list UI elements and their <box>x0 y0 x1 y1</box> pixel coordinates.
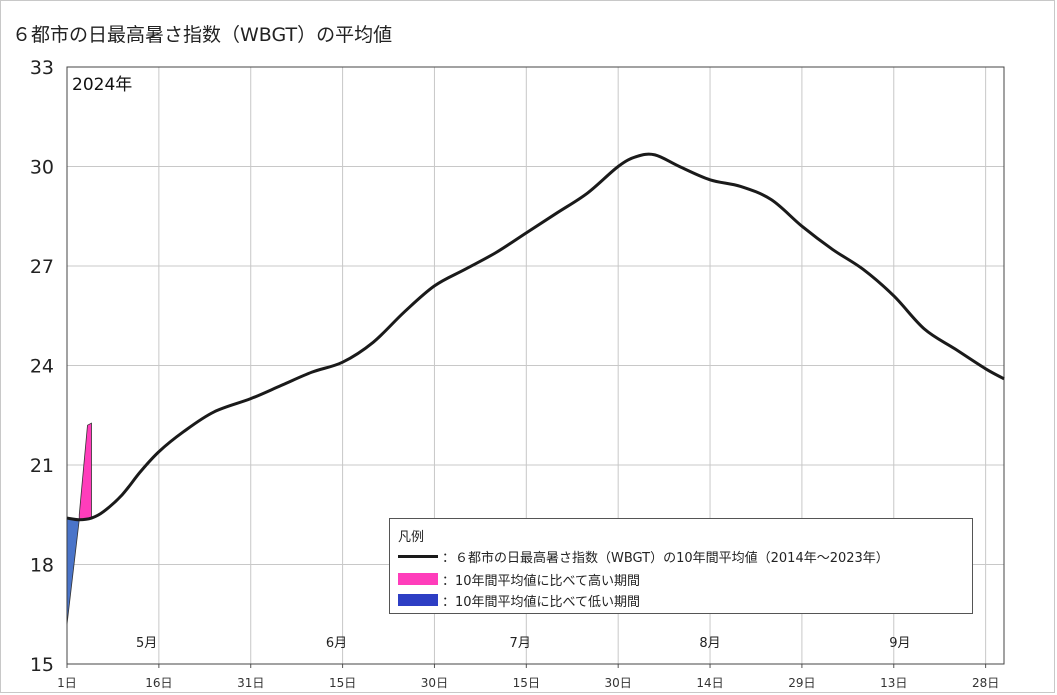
y-tick-label: 18 <box>30 555 54 577</box>
y-tick-label: 24 <box>30 356 54 378</box>
x-tick-label: 13日 <box>880 676 907 690</box>
x-tick-label: 30日 <box>421 676 448 690</box>
anomaly-high-area <box>78 422 92 521</box>
y-tick-label: 21 <box>30 455 54 477</box>
x-tick-label: 15日 <box>513 676 540 690</box>
legend-label-average: ：６都市の日最高暑さ指数（WBGT）の10年間平均値（2014年～2023年） <box>442 550 889 566</box>
month-label: 8月 <box>699 636 720 651</box>
legend-item-higher: ：10年間平均値に比べて高い期間 <box>398 570 641 589</box>
ten-year-average-line <box>66 152 1005 522</box>
legend-swatch-lower <box>398 594 438 606</box>
month-label: 7月 <box>510 636 531 651</box>
anomaly-low-area <box>66 517 80 625</box>
x-tick-label: 28日 <box>972 676 999 690</box>
legend: 凡例 ：６都市の日最高暑さ指数（WBGT）の10年間平均値（2014年～2023… <box>389 518 973 614</box>
x-tick-label: 31日 <box>237 676 264 690</box>
y-tick-label: 15 <box>30 654 54 676</box>
x-tick-label: 30日 <box>605 676 632 690</box>
x-tick-label: 1日 <box>57 676 77 690</box>
y-tick-label: 33 <box>30 57 54 79</box>
chart-title: ６都市の日最高暑さ指数（WBGT）の平均値 <box>12 24 393 46</box>
legend-label-higher: ：10年間平均値に比べて高い期間 <box>442 573 641 589</box>
y-tick-label: 30 <box>30 157 54 179</box>
x-tick-label: 14日 <box>696 676 723 690</box>
x-tick-label: 16日 <box>145 676 172 690</box>
legend-item-average: ：６都市の日最高暑さ指数（WBGT）の10年間平均値（2014年～2023年） <box>398 547 889 566</box>
month-label: 6月 <box>326 636 347 651</box>
x-tick-label: 15日 <box>329 676 356 690</box>
month-label: 5月 <box>136 636 157 651</box>
x-tick-label: 29日 <box>788 676 815 690</box>
legend-label-lower: ：10年間平均値に比べて低い期間 <box>442 594 641 610</box>
legend-item-lower: ：10年間平均値に比べて低い期間 <box>398 591 641 610</box>
y-tick-label: 27 <box>30 256 54 278</box>
month-label: 9月 <box>889 636 910 651</box>
legend-swatch-higher <box>398 573 438 585</box>
year-label: 2024年 <box>72 75 132 95</box>
legend-swatch-average <box>398 554 438 558</box>
plot-area-border <box>66 66 1005 665</box>
legend-title: 凡例 <box>398 530 425 545</box>
